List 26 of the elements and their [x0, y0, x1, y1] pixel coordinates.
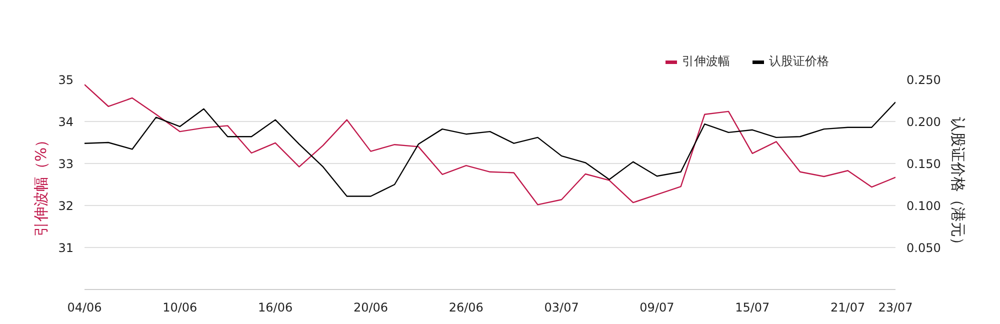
x-tick-label: 04/06	[67, 300, 102, 314]
y-tick-label: 31	[58, 241, 74, 255]
x-tick-label: 10/06	[162, 300, 198, 314]
y2-tick-label: 0.200	[906, 115, 941, 129]
x-tick-label: 15/07	[735, 300, 770, 314]
x-tick-label: 09/07	[640, 300, 674, 314]
y2-tick-label: 0.150	[906, 157, 941, 171]
legend-label: 认股证价格	[769, 53, 829, 70]
y-tick-label: 35	[58, 73, 74, 87]
y2-tick-label: 0.100	[906, 199, 941, 213]
line-series	[84, 102, 896, 197]
x-tick-label: 20/06	[353, 300, 388, 314]
x-tick-label: 16/06	[258, 300, 293, 314]
y-tick-label: 33	[58, 157, 74, 171]
y2-tick-label: 0.050	[906, 241, 941, 255]
y-tick-label: 34	[58, 115, 74, 129]
line-series	[84, 84, 896, 206]
x-tick-label: 26/06	[448, 300, 484, 314]
y-axis-title: 引伸波幅（%）	[32, 132, 50, 237]
legend-label: 引伸波幅	[682, 53, 730, 70]
x-tick-label: 23/07	[878, 300, 913, 314]
x-tick-label: 03/07	[544, 300, 579, 314]
x-tick-label: 21/07	[830, 300, 866, 314]
y2-axis-title: 认股证价格（港元）	[948, 117, 967, 252]
y2-tick-label: 0.250	[906, 73, 941, 87]
y-tick-label: 32	[58, 199, 74, 213]
